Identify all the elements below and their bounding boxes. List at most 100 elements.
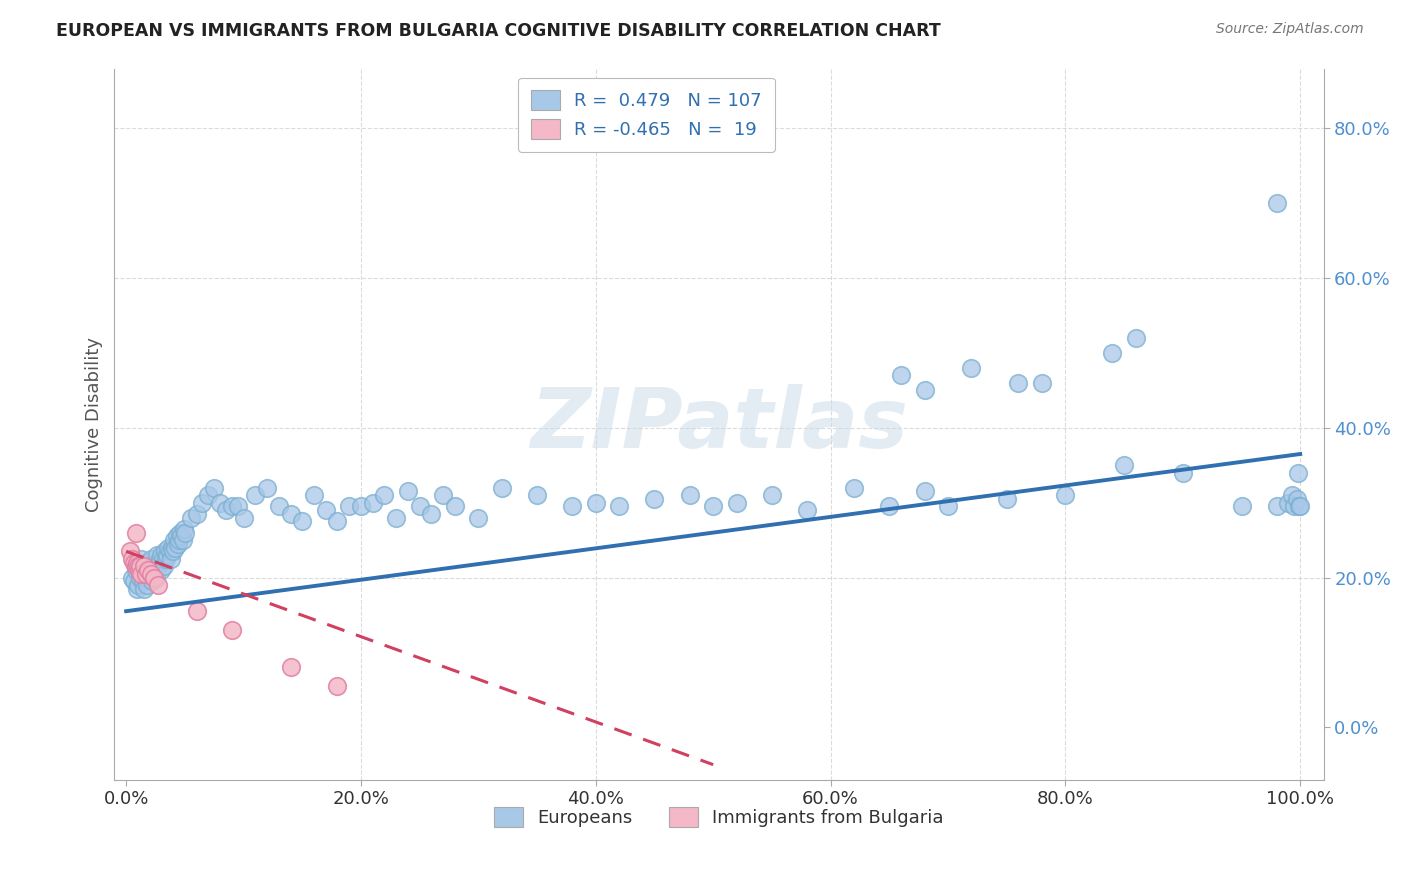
Point <box>167 533 190 547</box>
Point <box>124 525 146 540</box>
Point <box>1230 500 1253 514</box>
Point <box>127 556 149 570</box>
Point <box>136 578 159 592</box>
Point <box>1114 458 1136 473</box>
Point <box>879 500 901 514</box>
Point <box>280 507 302 521</box>
Point <box>121 551 143 566</box>
Point <box>796 503 818 517</box>
Point <box>124 574 146 589</box>
Point <box>585 496 607 510</box>
Point <box>125 582 148 596</box>
Point <box>315 503 337 517</box>
Point <box>132 582 155 596</box>
Point <box>148 556 170 570</box>
Point <box>1286 466 1309 480</box>
Point <box>149 551 172 566</box>
Point <box>152 551 174 566</box>
Point <box>166 537 188 551</box>
Point <box>221 500 243 514</box>
Point <box>725 496 748 510</box>
Point <box>157 541 180 555</box>
Point <box>221 623 243 637</box>
Point <box>936 500 959 514</box>
Point <box>526 488 548 502</box>
Point <box>679 488 702 502</box>
Point <box>326 514 349 528</box>
Point <box>890 368 912 383</box>
Point <box>337 500 360 514</box>
Legend: Europeans, Immigrants from Bulgaria: Europeans, Immigrants from Bulgaria <box>486 800 950 835</box>
Point <box>124 556 146 570</box>
Point <box>145 548 167 562</box>
Point <box>326 679 349 693</box>
Point <box>1289 500 1312 514</box>
Point <box>125 556 148 570</box>
Point <box>143 563 166 577</box>
Text: Source: ZipAtlas.com: Source: ZipAtlas.com <box>1216 22 1364 37</box>
Point <box>180 510 202 524</box>
Point <box>135 566 157 581</box>
Point <box>1125 331 1147 345</box>
Point <box>561 500 583 514</box>
Point <box>373 488 395 502</box>
Point <box>143 570 166 584</box>
Point <box>139 551 162 566</box>
Point <box>124 559 146 574</box>
Point <box>1265 500 1288 514</box>
Point <box>186 507 208 521</box>
Point <box>128 563 150 577</box>
Point <box>142 559 165 574</box>
Point <box>131 574 153 589</box>
Point <box>1277 496 1299 510</box>
Point <box>127 578 149 592</box>
Point <box>408 500 430 514</box>
Point <box>124 563 146 577</box>
Point <box>1171 466 1194 480</box>
Point <box>232 510 254 524</box>
Point <box>186 604 208 618</box>
Point <box>1007 376 1029 390</box>
Point <box>1101 346 1123 360</box>
Point <box>643 491 665 506</box>
Point <box>150 563 173 577</box>
Point <box>129 559 152 574</box>
Point <box>173 525 195 540</box>
Point <box>135 570 157 584</box>
Point <box>444 500 467 514</box>
Point <box>291 514 314 528</box>
Point <box>702 500 724 514</box>
Point <box>138 566 160 581</box>
Point <box>173 522 195 536</box>
Point <box>361 496 384 510</box>
Point <box>761 488 783 502</box>
Point <box>191 496 214 510</box>
Text: ZIPatlas: ZIPatlas <box>530 384 908 465</box>
Point <box>420 507 443 521</box>
Point <box>162 544 184 558</box>
Point <box>156 548 179 562</box>
Point <box>215 503 238 517</box>
Point <box>280 660 302 674</box>
Point <box>121 570 143 584</box>
Point <box>197 488 219 502</box>
Point <box>132 559 155 574</box>
Point <box>960 360 983 375</box>
Point <box>159 544 181 558</box>
Point <box>914 484 936 499</box>
Point <box>118 544 141 558</box>
Point <box>131 551 153 566</box>
Point <box>128 559 150 574</box>
Point <box>165 541 187 555</box>
Point <box>134 563 156 577</box>
Point <box>842 481 865 495</box>
Point <box>172 533 194 547</box>
Point <box>1265 196 1288 211</box>
Point <box>607 500 630 514</box>
Point <box>138 559 160 574</box>
Point <box>491 481 513 495</box>
Point <box>302 488 325 502</box>
Point <box>1284 500 1306 514</box>
Point <box>155 551 177 566</box>
Point <box>129 570 152 584</box>
